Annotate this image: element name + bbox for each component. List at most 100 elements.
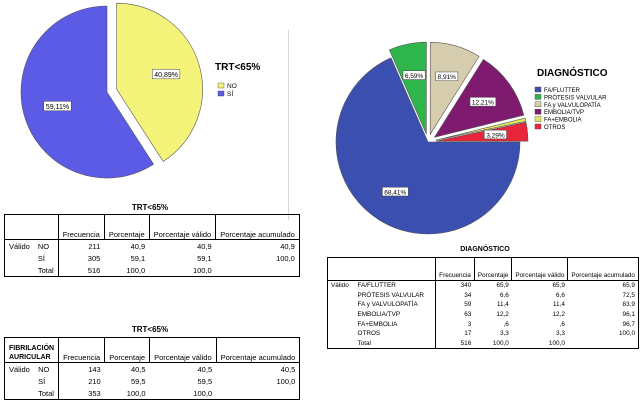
col-header: Porcentaje acumulado [215,214,300,240]
table-diagnostico: Frecuencia Porcentaje Porcentaje válido … [326,257,639,350]
col-header: Frecuencia [435,257,475,281]
cell: 305 [57,252,105,264]
cell: 211 [57,239,105,252]
legend-swatch-protesis-valvular [534,94,542,100]
cell: 100,0 [215,252,300,264]
col-header: Frecuencia [57,214,105,240]
cell: 40,5 [149,362,217,375]
col-header: Porcentaje válido [511,257,568,281]
data-label-box [435,71,459,81]
table-fa-caption: TRT<65% [131,325,169,334]
pie-slice-fa-flutter [335,57,521,235]
legend-label-fa-y-valvulopatia: FA y VALVULOPATÍA [544,102,601,109]
cell: 65,9 [567,279,639,291]
table-trt-caption: TRT<65% [131,203,169,212]
cell [567,338,639,350]
chart-title: DIAGNÓSTICO [537,66,608,79]
legend-swatch-embolia-tvp [534,108,542,115]
pie-slice-fa-embolia [435,117,527,141]
table-diag-caption: DIAGNÓSTICO [460,246,510,253]
legend-label-no: NO [227,83,237,90]
row-label: Total [33,264,59,277]
row-group: Válido [327,279,355,291]
row-label: EMBOLIA/TVP [357,311,401,319]
table-trt: Frecuencia Porcentaje Porcentaje válido … [3,214,300,277]
cell: 353 [58,387,105,400]
legend-swatch-si [217,90,225,97]
legend-label-otros: OTROS [544,125,565,131]
col-header: Porcentaje acumulado [215,337,301,363]
row-label: OTROS [357,330,381,338]
legend-label-fa-flutter: FA/FLUTTER [544,88,581,94]
cell: 17 [435,328,475,339]
row-label: Total [34,387,59,400]
cell: 34 [435,290,475,301]
col-header: Porcentaje [473,257,512,281]
row-label: FA+EMBOLIA [357,320,398,328]
data-label-box [469,97,497,107]
row-label: NO [34,362,59,375]
legend-label-protesis-valvular: PRÓTESIS VALVULAR [544,94,607,101]
col-header: Porcentaje válido [148,214,216,240]
cell: 40,9 [149,239,216,252]
cell: 12,2 [496,311,509,319]
cell: 100,0 [216,375,301,387]
cell: 3 [435,319,475,329]
cell: 59,1 [197,253,212,263]
cell: 6,6 [556,291,565,299]
col-header: Frecuencia [58,337,105,363]
cell: 516 [57,264,105,277]
cell: 100,0 [511,338,568,350]
cell: 40,5 [216,362,301,375]
col-header: Porcentaje acumulado [567,257,639,281]
cell: 143 [58,362,105,375]
cell [215,264,300,277]
cell: 59,5 [130,376,146,386]
legend-swatch-no [217,82,225,89]
col-header: Porcentaje [103,214,150,240]
legend-swatch-otros [534,123,542,130]
pie-slice-si [20,5,154,179]
cell: 100,0 [474,338,512,350]
cell: 12,2 [552,311,565,319]
row-label: FA y VALVULOPATÍA [357,301,418,309]
cell: 100,0 [149,387,217,400]
row-label: NO [33,239,59,252]
legend-swatch-fa-y-valvulopatia [534,101,542,108]
cell: 516 [435,338,475,350]
cell: 100,0 [104,264,150,277]
data-label-box [382,186,409,197]
data-label-otros: 3,29% [486,132,505,139]
data-label-embolia-tvp: 12,21% [472,100,494,107]
cell: 65,9 [474,279,512,291]
cell: 63 [435,309,475,320]
cell: 100,0 [149,264,216,277]
data-label-box [152,69,181,80]
cell: ,6 [559,320,565,328]
pie-slice-protesis-valvular [388,41,427,135]
pie-slice-fa-y-valvulopatia [429,42,480,136]
row-label: Total [354,338,436,350]
cell: 96,7 [567,319,639,329]
cell: 65,9 [511,279,568,291]
row-label: SÍ [38,376,46,386]
cell: 340 [435,279,475,291]
cell: 40,9 [215,239,300,252]
data-label-fa-y-valvulopatia: 8,91% [438,74,457,81]
cell: 3,3 [499,330,509,338]
cell: 72,5 [567,290,639,301]
cell: 96,1 [567,309,639,320]
row-group: Válido [3,239,34,252]
legend-label-si: SÍ [227,89,233,98]
cell: 59,1 [130,253,146,263]
corner-label: FIBRILACIÓN AURICULAR [3,337,59,363]
row-label: SÍ [37,253,45,263]
legend-label-fa-embolia: FA+EMBOLIA [544,118,582,124]
cell: 40,9 [104,239,150,252]
col-header: Porcentaje válido [149,337,217,363]
cell: 40,5 [104,362,150,375]
chart-title: TRT<65% [215,62,260,73]
cell: 83,9 [567,300,639,310]
